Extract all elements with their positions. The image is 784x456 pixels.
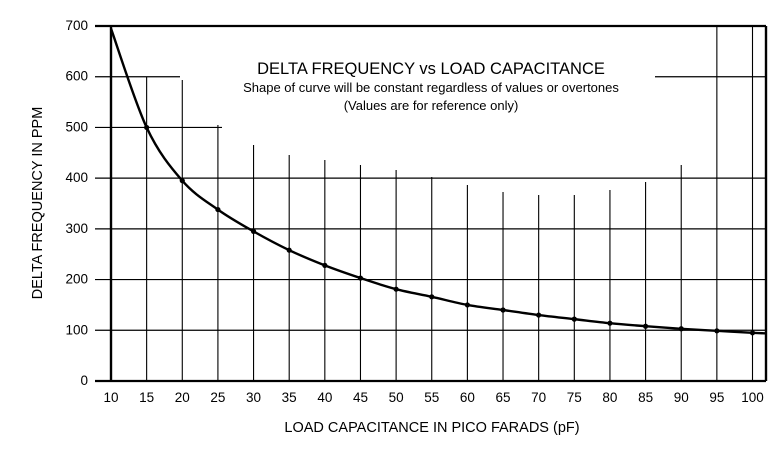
x-tick-label: 40 [317, 390, 332, 405]
x-tick-label: 55 [424, 390, 439, 405]
data-point [215, 206, 221, 213]
data-point [607, 320, 613, 326]
y-tick-label: 500 [65, 119, 88, 134]
y-tick-label: 100 [65, 322, 88, 337]
grid [95, 24, 766, 383]
data-point [144, 124, 150, 131]
chart-subtitle-2: (Values are for reference only) [344, 98, 519, 113]
data-point [286, 247, 292, 253]
x-tick-label: 30 [246, 390, 261, 405]
data-point [536, 312, 542, 318]
chart-title: DELTA FREQUENCY vs LOAD CAPACITANCE [257, 60, 605, 78]
x-tick-label: 45 [353, 390, 368, 405]
data-point [250, 228, 257, 234]
x-tick-label: 60 [460, 390, 475, 405]
x-tick-label: 50 [389, 390, 404, 405]
y-tick-label: 600 [65, 69, 88, 84]
data-point [464, 302, 470, 308]
data-point [714, 328, 720, 334]
x-tick-label: 100 [741, 390, 764, 405]
data-point [322, 262, 328, 268]
x-tick-label: 65 [496, 390, 511, 405]
x-tick-label: 95 [709, 390, 724, 405]
data-point [678, 326, 684, 332]
x-tick-label: 70 [531, 390, 546, 405]
x-tick-label: 35 [282, 390, 297, 405]
data-points [144, 124, 756, 336]
y-tick-label: 300 [65, 221, 88, 236]
data-point [500, 307, 506, 313]
data-point [179, 178, 185, 184]
data-line [109, 28, 767, 335]
x-tick-label: 75 [567, 390, 582, 405]
x-tick-label: 90 [674, 390, 689, 405]
x-tick-label: 20 [175, 390, 190, 405]
x-tick-label: 25 [210, 390, 225, 405]
chart-subtitle-1: Shape of curve will be constant regardle… [243, 80, 619, 95]
data-point [429, 294, 435, 300]
y-tick-label: 0 [80, 373, 88, 388]
data-point [749, 330, 756, 336]
data-point [571, 316, 577, 322]
y-axis-label: DELTA FREQUENCY IN PPM [30, 107, 46, 300]
y-tick-label: 200 [65, 272, 88, 287]
data-point [357, 275, 364, 281]
axes [109, 26, 768, 381]
y-tick-label: 400 [65, 170, 88, 185]
x-tick-label: 85 [638, 390, 653, 405]
x-tick-label: 10 [103, 390, 118, 405]
y-tick-label: 700 [65, 18, 88, 33]
data-point [393, 286, 399, 292]
tick-labels: 0 100 200 300 400 500 600 700 10 15 20 25 30 35 40 45 50… [65, 18, 763, 405]
x-axis-label: LOAD CAPACITANCE IN PICO FARADS (pF) [284, 420, 579, 436]
data-point [642, 323, 649, 329]
x-tick-label: 15 [139, 390, 154, 405]
x-tick-label: 80 [602, 390, 617, 405]
